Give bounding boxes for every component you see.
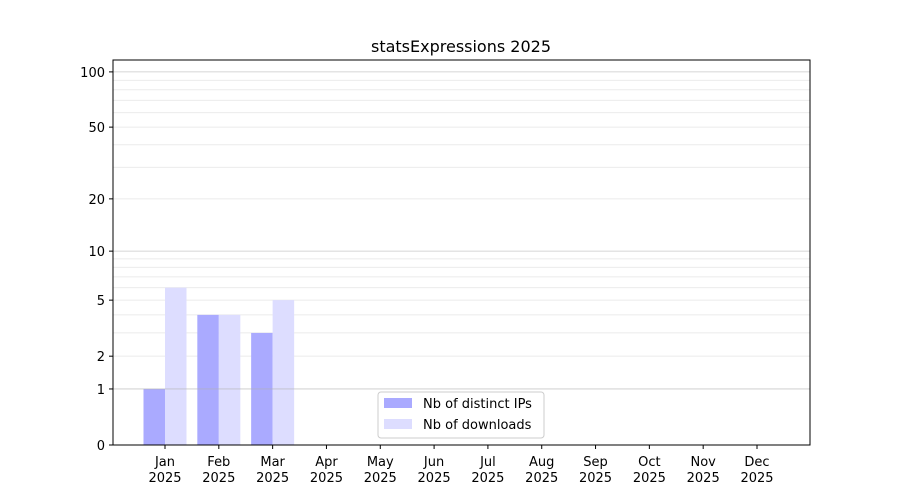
x-tick-label: 2025 [256, 471, 289, 486]
x-tick-label: 2025 [471, 471, 504, 486]
legend-label: Nb of distinct IPs [423, 397, 532, 412]
x-tick-label: Aug [529, 455, 554, 470]
x-axis: Jan2025Feb2025Mar2025Apr2025May2025Jun20… [148, 445, 774, 486]
y-axis: 0 1 2 5 10 20 50 100 [80, 66, 113, 454]
x-tick-label: 2025 [740, 471, 773, 486]
x-tick-label: 2025 [310, 471, 343, 486]
legend-label: Nb of downloads [423, 418, 532, 433]
y-tick-label: 1 [97, 383, 105, 398]
y-tick-label: 0 [97, 439, 105, 454]
x-tick-label: Jun [423, 455, 444, 470]
legend: Nb of distinct IPs Nb of downloads [377, 391, 545, 439]
x-tick-label: Oct [638, 455, 660, 470]
x-tick-label: 2025 [418, 471, 451, 486]
bar-nb-of-distinct-ips [197, 314, 219, 445]
x-tick-label: 2025 [364, 471, 397, 486]
gridlines [113, 79, 810, 357]
bar-nb-of-downloads [165, 287, 187, 445]
x-tick-label: Mar [260, 455, 285, 470]
y-tick-label: 10 [88, 245, 105, 260]
x-tick-label: Nov [690, 455, 716, 470]
major-gridlines [113, 71, 810, 390]
x-tick-label: 2025 [579, 471, 612, 486]
bar-nb-of-downloads [218, 314, 241, 445]
legend-swatch [384, 419, 412, 429]
bar-nb-of-distinct-ips [143, 388, 165, 445]
x-tick-label: 2025 [202, 471, 235, 486]
x-tick-label: 2025 [525, 471, 558, 486]
x-tick-label: 2025 [633, 471, 666, 486]
y-tick-label: 20 [88, 193, 105, 208]
x-tick-label: Jul [479, 455, 496, 470]
legend-box [377, 391, 545, 439]
x-tick-label: Apr [315, 455, 338, 470]
x-tick-label: Jan [154, 455, 175, 470]
x-tick-label: Dec [744, 455, 769, 470]
x-tick-label: 2025 [687, 471, 720, 486]
plot-frame [112, 59, 811, 446]
bars [143, 287, 295, 445]
chart-title: statsExpressions 2025 [371, 37, 551, 56]
y-tick-label: 2 [97, 350, 105, 365]
x-tick-label: Sep [583, 455, 608, 470]
x-tick-label: Feb [207, 455, 230, 470]
y-tick-label: 5 [97, 294, 105, 309]
x-tick-label: 2025 [148, 471, 181, 486]
y-tick-label: 50 [88, 121, 105, 136]
legend-swatch [384, 398, 412, 408]
y-tick-label: 100 [80, 66, 105, 81]
bar-nb-of-downloads [272, 300, 295, 445]
x-tick-label: May [367, 455, 394, 470]
